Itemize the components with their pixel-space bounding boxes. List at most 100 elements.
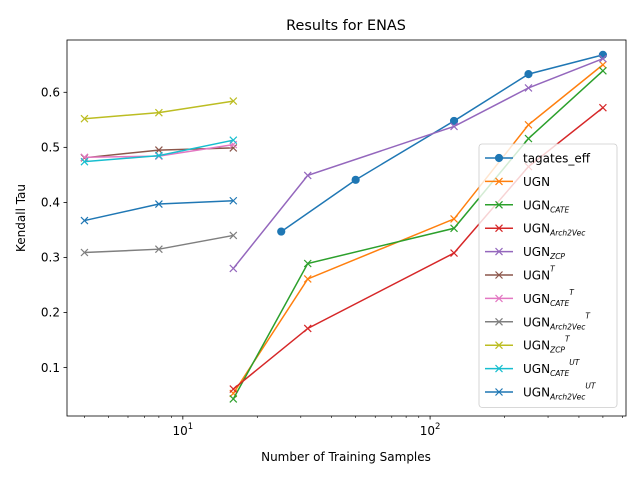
y-axis: 0.1 0.2 0.3 0.4 0.5 0.6 [41, 85, 67, 375]
data-point [351, 175, 360, 184]
legend-label-subscript: CATE [550, 205, 569, 214]
legend-label: UGNArch2Vec [523, 222, 586, 238]
data-point [598, 60, 607, 69]
legend-label-subscript: CATE [550, 369, 569, 378]
legend: tagates_effUGNUGNCATEUGNArch2VecUGNZCPUG… [478, 143, 618, 408]
y-axis-label: Kendall Tau [14, 184, 28, 252]
legend-label: UGNCATET [523, 288, 575, 308]
legend-marker [495, 247, 503, 256]
legend-item: UGN [485, 175, 550, 189]
x-axis: 101 102 [84, 416, 623, 438]
data-point [80, 248, 89, 257]
legend-marker [495, 224, 503, 233]
data-point [229, 136, 238, 145]
data-point [303, 259, 312, 268]
legend-item: UGNArch2Vec [485, 222, 586, 238]
legend-label: UGNZCPT [523, 335, 571, 355]
legend-label: UGN [523, 175, 550, 189]
data-point [598, 103, 607, 112]
data-point [450, 214, 458, 223]
series-10 [80, 196, 238, 225]
data-point [524, 134, 533, 143]
data-point [524, 120, 533, 129]
legend-item: UGNCATE [485, 198, 569, 214]
data-point [229, 385, 238, 393]
y-tick-label: 0.4 [41, 196, 60, 210]
data-point [154, 200, 163, 208]
data-point [229, 264, 238, 273]
chart-title: Results for ENAS [286, 18, 406, 34]
legend-label: UGNCATE [523, 198, 569, 214]
legend-marker [494, 153, 504, 163]
legend-marker [495, 200, 503, 209]
legend-item: UGNCATEUT [485, 358, 581, 378]
x-tick-label: 102 [420, 422, 441, 438]
data-point [154, 108, 163, 117]
legend-item: UGNArch2Vec UT [485, 382, 597, 402]
x-tick-label-exponent: 1 [188, 422, 193, 432]
data-point [524, 70, 533, 79]
legend-label-superscript: UT [585, 382, 596, 391]
legend-label-superscript: UT [569, 358, 580, 367]
legend-label-base: UGN [523, 339, 550, 353]
legend-label-subscript: Arch2Vec [549, 322, 586, 331]
legend-label-superscript: T [585, 311, 591, 320]
data-point [229, 196, 238, 205]
data-point [524, 83, 533, 92]
data-point [598, 66, 607, 75]
plot-area [66, 39, 627, 417]
legend-marker [495, 364, 503, 373]
legend-label-subscript: Arch2Vec [549, 229, 586, 238]
legend-marker [495, 317, 503, 326]
legend-label-superscript: T [565, 335, 571, 344]
data-point [450, 224, 458, 233]
x-tick-label-exponent: 2 [435, 422, 440, 432]
legend-item: UGNT [485, 265, 556, 283]
y-tick-label: 0.2 [41, 306, 60, 320]
x-axis-label: Number of Training Samples [261, 450, 431, 464]
legend-item: UGNZCP [485, 245, 565, 261]
data-point [229, 395, 238, 403]
axes-frame [66, 39, 627, 417]
legend-label-superscript: T [569, 288, 575, 297]
legend-label: UGNZCP [523, 245, 565, 261]
legend-label-base: UGN [523, 292, 550, 306]
legend-label-base: UGN [523, 175, 550, 189]
data-point [303, 274, 312, 283]
x-tick-label-base: 10 [172, 424, 187, 438]
legend-label: UGNArch2Vec UT [523, 382, 597, 402]
legend-label: UGNArch2Vec T [523, 311, 591, 331]
legend-label-base: UGN [523, 245, 550, 259]
legend-box [478, 143, 618, 408]
y-tick-label: 0.6 [41, 85, 60, 99]
legend-label: UGNCATEUT [523, 358, 581, 378]
data-point [80, 114, 89, 123]
legend-label-base: UGN [523, 386, 550, 400]
series-2 [229, 66, 607, 403]
legend-marker [495, 177, 503, 186]
data-point [450, 122, 458, 131]
data-point [598, 54, 607, 63]
data-point [450, 249, 458, 257]
legend-label-subscript: Arch2Vec [549, 393, 586, 402]
legend-label-subscript: CATE [550, 299, 569, 308]
legend-marker [495, 271, 503, 279]
legend-label-subscript: ZCP [549, 252, 565, 261]
data-point [80, 157, 89, 166]
data-point [303, 171, 312, 180]
y-tick-label: 0.3 [41, 251, 60, 265]
data-point [229, 97, 238, 106]
series-4 [229, 54, 607, 273]
legend-item: tagates_eff [485, 152, 591, 166]
data-point [598, 50, 608, 59]
y-tick-label: 0.5 [41, 141, 60, 155]
legend-label-base: UGN [523, 222, 550, 236]
data-point [303, 324, 312, 333]
legend-label-base: UGN [523, 315, 550, 329]
x-tick-label-base: 10 [420, 424, 435, 438]
data-point [277, 227, 286, 236]
data-point [229, 231, 238, 240]
legend-item: UGNArch2Vec T [485, 311, 591, 331]
series-7 [80, 231, 238, 257]
